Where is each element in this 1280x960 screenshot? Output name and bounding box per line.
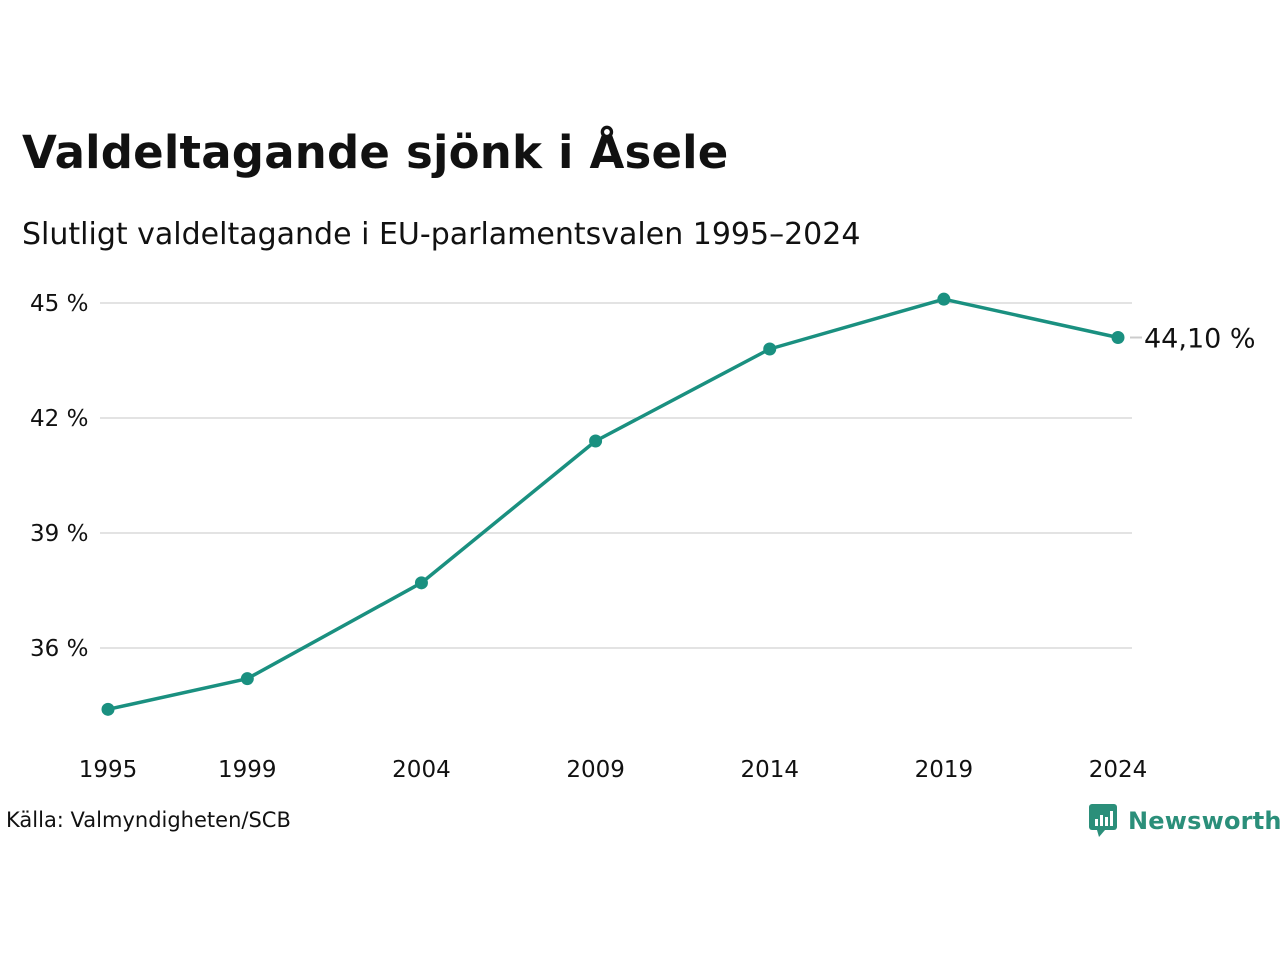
x-tick-label: 2014 xyxy=(740,757,799,783)
data-point xyxy=(414,576,428,590)
x-tick-label: 2004 xyxy=(392,757,451,783)
y-tick-label: 39 % xyxy=(30,521,88,547)
data-point xyxy=(240,672,254,686)
data-point xyxy=(763,342,777,356)
x-tick-label: 2009 xyxy=(566,757,625,783)
x-tick-label: 1995 xyxy=(79,757,138,783)
series xyxy=(101,292,1125,716)
brand-logo: Newsworthy xyxy=(1088,803,1280,839)
end-label-group: 44,10 % xyxy=(1130,324,1256,355)
end-value-label: 44,10 % xyxy=(1144,324,1256,355)
brand-name: Newsworthy xyxy=(1128,807,1280,835)
data-point xyxy=(101,702,115,716)
gridlines xyxy=(100,302,1132,649)
y-tick-label: 36 % xyxy=(30,636,88,662)
y-tick-label: 42 % xyxy=(30,406,88,432)
x-tick-label: 2019 xyxy=(915,757,974,783)
x-tick-label: 1999 xyxy=(218,757,277,783)
newsworthy-logo-icon xyxy=(1089,804,1117,837)
x-axis-labels: 1995 1999 2004 2009 2014 2019 2024 xyxy=(79,757,1148,783)
y-axis-labels: 36 % 39 % 42 % 45 % xyxy=(30,291,88,662)
chart-title: Valdeltagande sjönk i Åsele xyxy=(22,126,729,179)
chart-subtitle: Slutligt valdeltagande i EU-parlamentsva… xyxy=(22,217,861,252)
source-note: Källa: Valmyndigheten/SCB xyxy=(6,808,291,832)
data-point xyxy=(589,434,603,448)
data-point xyxy=(937,292,951,306)
y-tick-label: 45 % xyxy=(30,291,88,317)
data-point xyxy=(1111,331,1125,344)
x-tick-label: 2024 xyxy=(1089,757,1148,783)
